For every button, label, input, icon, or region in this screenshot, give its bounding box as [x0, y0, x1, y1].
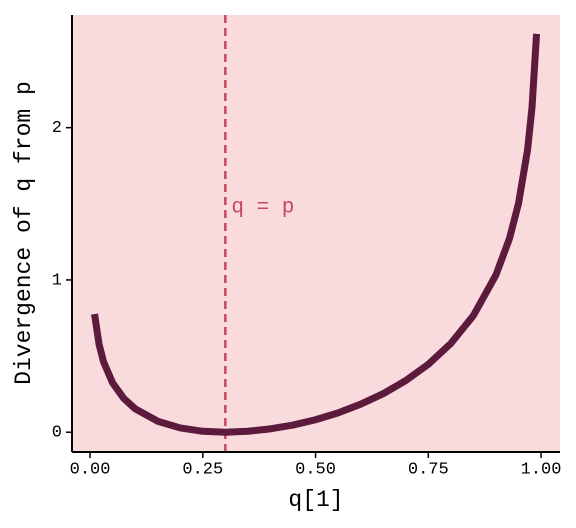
x-tick-label: 0.25 [182, 460, 223, 479]
line [91, 33, 541, 436]
x-tick-label: 0.50 [295, 460, 336, 479]
y-tick-label: 1 [52, 271, 62, 290]
x-tick-label: 0.75 [408, 460, 449, 479]
x-tick-label: 0.00 [70, 460, 111, 479]
y-tick-label: 2 [52, 119, 62, 138]
x-tick-label: 1.00 [521, 460, 562, 479]
plot-background [72, 15, 560, 452]
x-axis-label: q[1] [288, 487, 343, 513]
reference-label: q = p [231, 197, 294, 220]
y-axis-label: Divergence of q from p [11, 81, 37, 385]
y-tick-label: 0 [52, 424, 62, 443]
